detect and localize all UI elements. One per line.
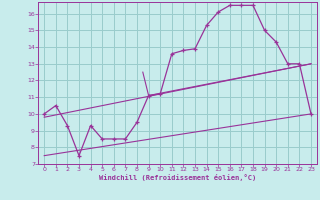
X-axis label: Windchill (Refroidissement éolien,°C): Windchill (Refroidissement éolien,°C)	[99, 174, 256, 181]
